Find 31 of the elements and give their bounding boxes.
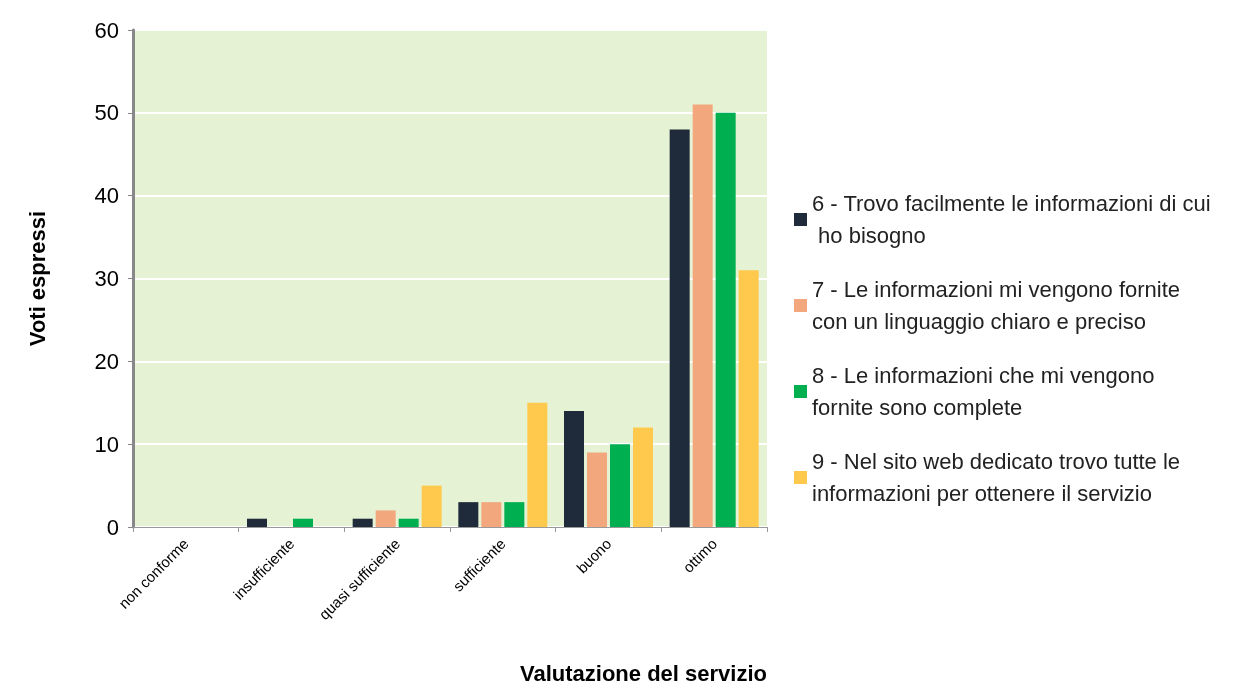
bar bbox=[633, 427, 653, 527]
bar bbox=[692, 104, 713, 527]
x-axis-title: Valutazione del servizio bbox=[520, 660, 767, 686]
bar bbox=[352, 518, 373, 527]
y-tick-label: 60 bbox=[94, 17, 119, 43]
bar bbox=[564, 411, 584, 527]
legend-label: 6 - Trovo facilmente le informazioni di cui ho bisogno bbox=[812, 191, 1211, 248]
y-tick-label: 50 bbox=[94, 100, 119, 126]
bar bbox=[481, 502, 502, 527]
bar bbox=[421, 485, 442, 527]
legend-label: 7 - Le informazioni mi vengono fornite con un linguaggio chiaro e preciso bbox=[812, 277, 1187, 334]
legend-label: 9 - Nel sito web dedicato trovo tutte le informazioni per ottenere il servizio bbox=[812, 449, 1187, 506]
y-axis-title: Voti espressi bbox=[24, 210, 50, 347]
y-tick-label: 20 bbox=[94, 348, 119, 374]
bar bbox=[669, 129, 690, 527]
y-tick-label: 30 bbox=[94, 266, 119, 291]
bar bbox=[527, 402, 548, 527]
bar bbox=[504, 502, 525, 527]
bar bbox=[293, 518, 313, 527]
y-tick-label: 40 bbox=[94, 183, 119, 209]
bar bbox=[587, 452, 607, 527]
bar bbox=[610, 444, 630, 527]
bar bbox=[247, 518, 267, 527]
bar bbox=[398, 518, 419, 527]
legend-label: 8 - Le informazioni che mi vengono fornite sono complete bbox=[812, 363, 1161, 420]
bar bbox=[738, 270, 759, 527]
bar bbox=[458, 502, 479, 527]
bar bbox=[375, 510, 396, 527]
y-tick-label: 10 bbox=[94, 431, 119, 457]
bar bbox=[715, 112, 736, 527]
y-tick-label: 0 bbox=[106, 514, 119, 540]
